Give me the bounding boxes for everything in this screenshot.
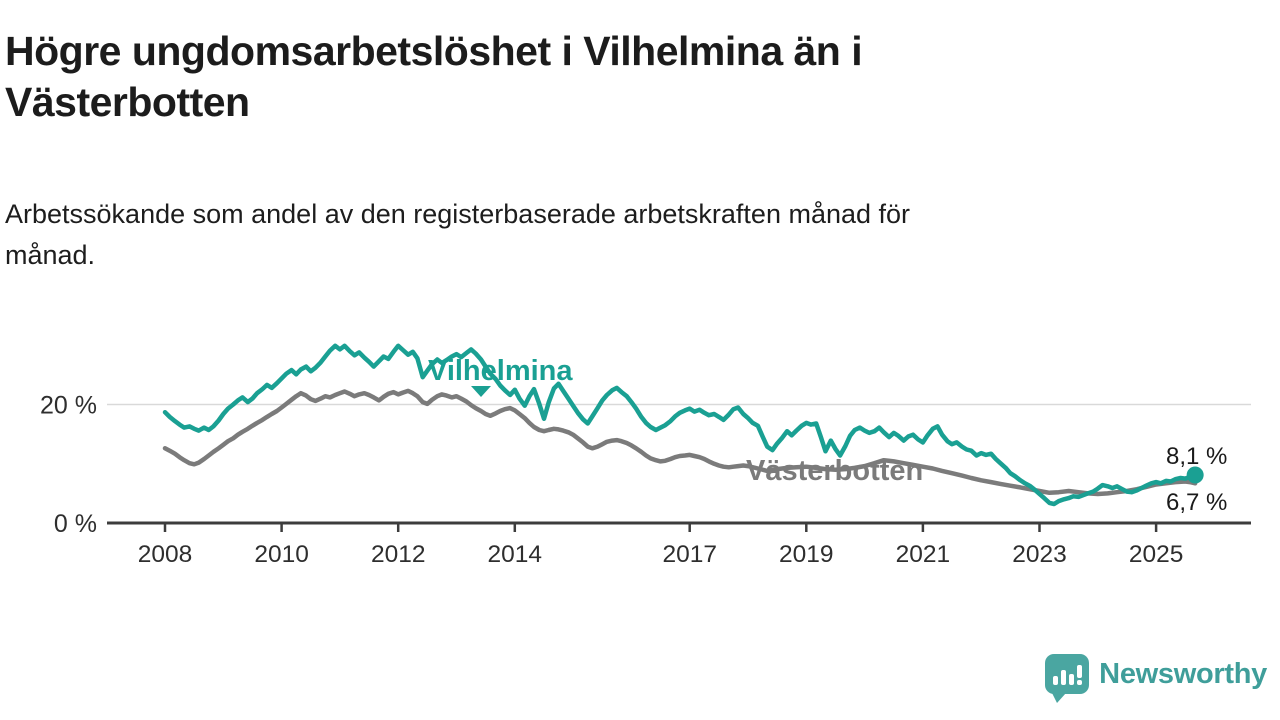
- x-axis-tick-label: 2012: [371, 541, 426, 568]
- newsworthy-speech-bubble-chart-icon: [1045, 654, 1090, 703]
- chart-subtitle-line1: Arbetssökande som andel av den registerb…: [5, 199, 911, 229]
- chart-subtitle-line2: månad.: [5, 240, 96, 270]
- chart-title-line2: Västerbotten: [5, 79, 250, 125]
- x-axis-tick-label: 2021: [896, 541, 951, 568]
- vilhelmina-end-dot: [1186, 466, 1204, 484]
- line-västerbotten: [162, 388, 1198, 497]
- newsworthy-logo-text: Newsworthy: [1099, 657, 1267, 690]
- x-axis-tick-label: 2008: [138, 541, 193, 568]
- chart-title-line1: Högre ungdomsarbetslöshet i Vilhelmina ä…: [5, 28, 863, 74]
- newsworthy-logo[interactable]: Newsworthy: [1045, 650, 1267, 703]
- x-axis-tick-label: 2023: [1012, 541, 1067, 568]
- chart-subtitle: Arbetssökande som andel av den registerb…: [5, 194, 1245, 276]
- y-axis-tick-label: 20 %: [40, 392, 97, 420]
- series-label-vilhelmina: Vilhelmina: [428, 355, 573, 387]
- x-axis-tick-label: 2014: [488, 541, 543, 568]
- x-axis-tick-label: 2010: [254, 541, 309, 568]
- end-value-label-vilhelmina: 8,1 %: [1166, 443, 1228, 470]
- x-axis-tick-label: 2025: [1129, 541, 1184, 568]
- line-vilhelmina: [162, 343, 1198, 507]
- end-value-label-vasterbotten: 6,7 %: [1166, 489, 1228, 516]
- y-axis-tick-label: 0 %: [54, 510, 97, 538]
- vilhelmina-pointer-triangle-icon: [471, 386, 491, 397]
- x-axis-tick-label: 2019: [779, 541, 834, 568]
- series-label-vasterbotten: Västerbotten: [746, 455, 924, 487]
- exclamation-mark-icon: [1076, 665, 1082, 685]
- x-axis-tick-label: 2017: [662, 541, 717, 568]
- chart-title: Högre ungdomsarbetslöshet i Vilhelmina ä…: [5, 26, 1245, 128]
